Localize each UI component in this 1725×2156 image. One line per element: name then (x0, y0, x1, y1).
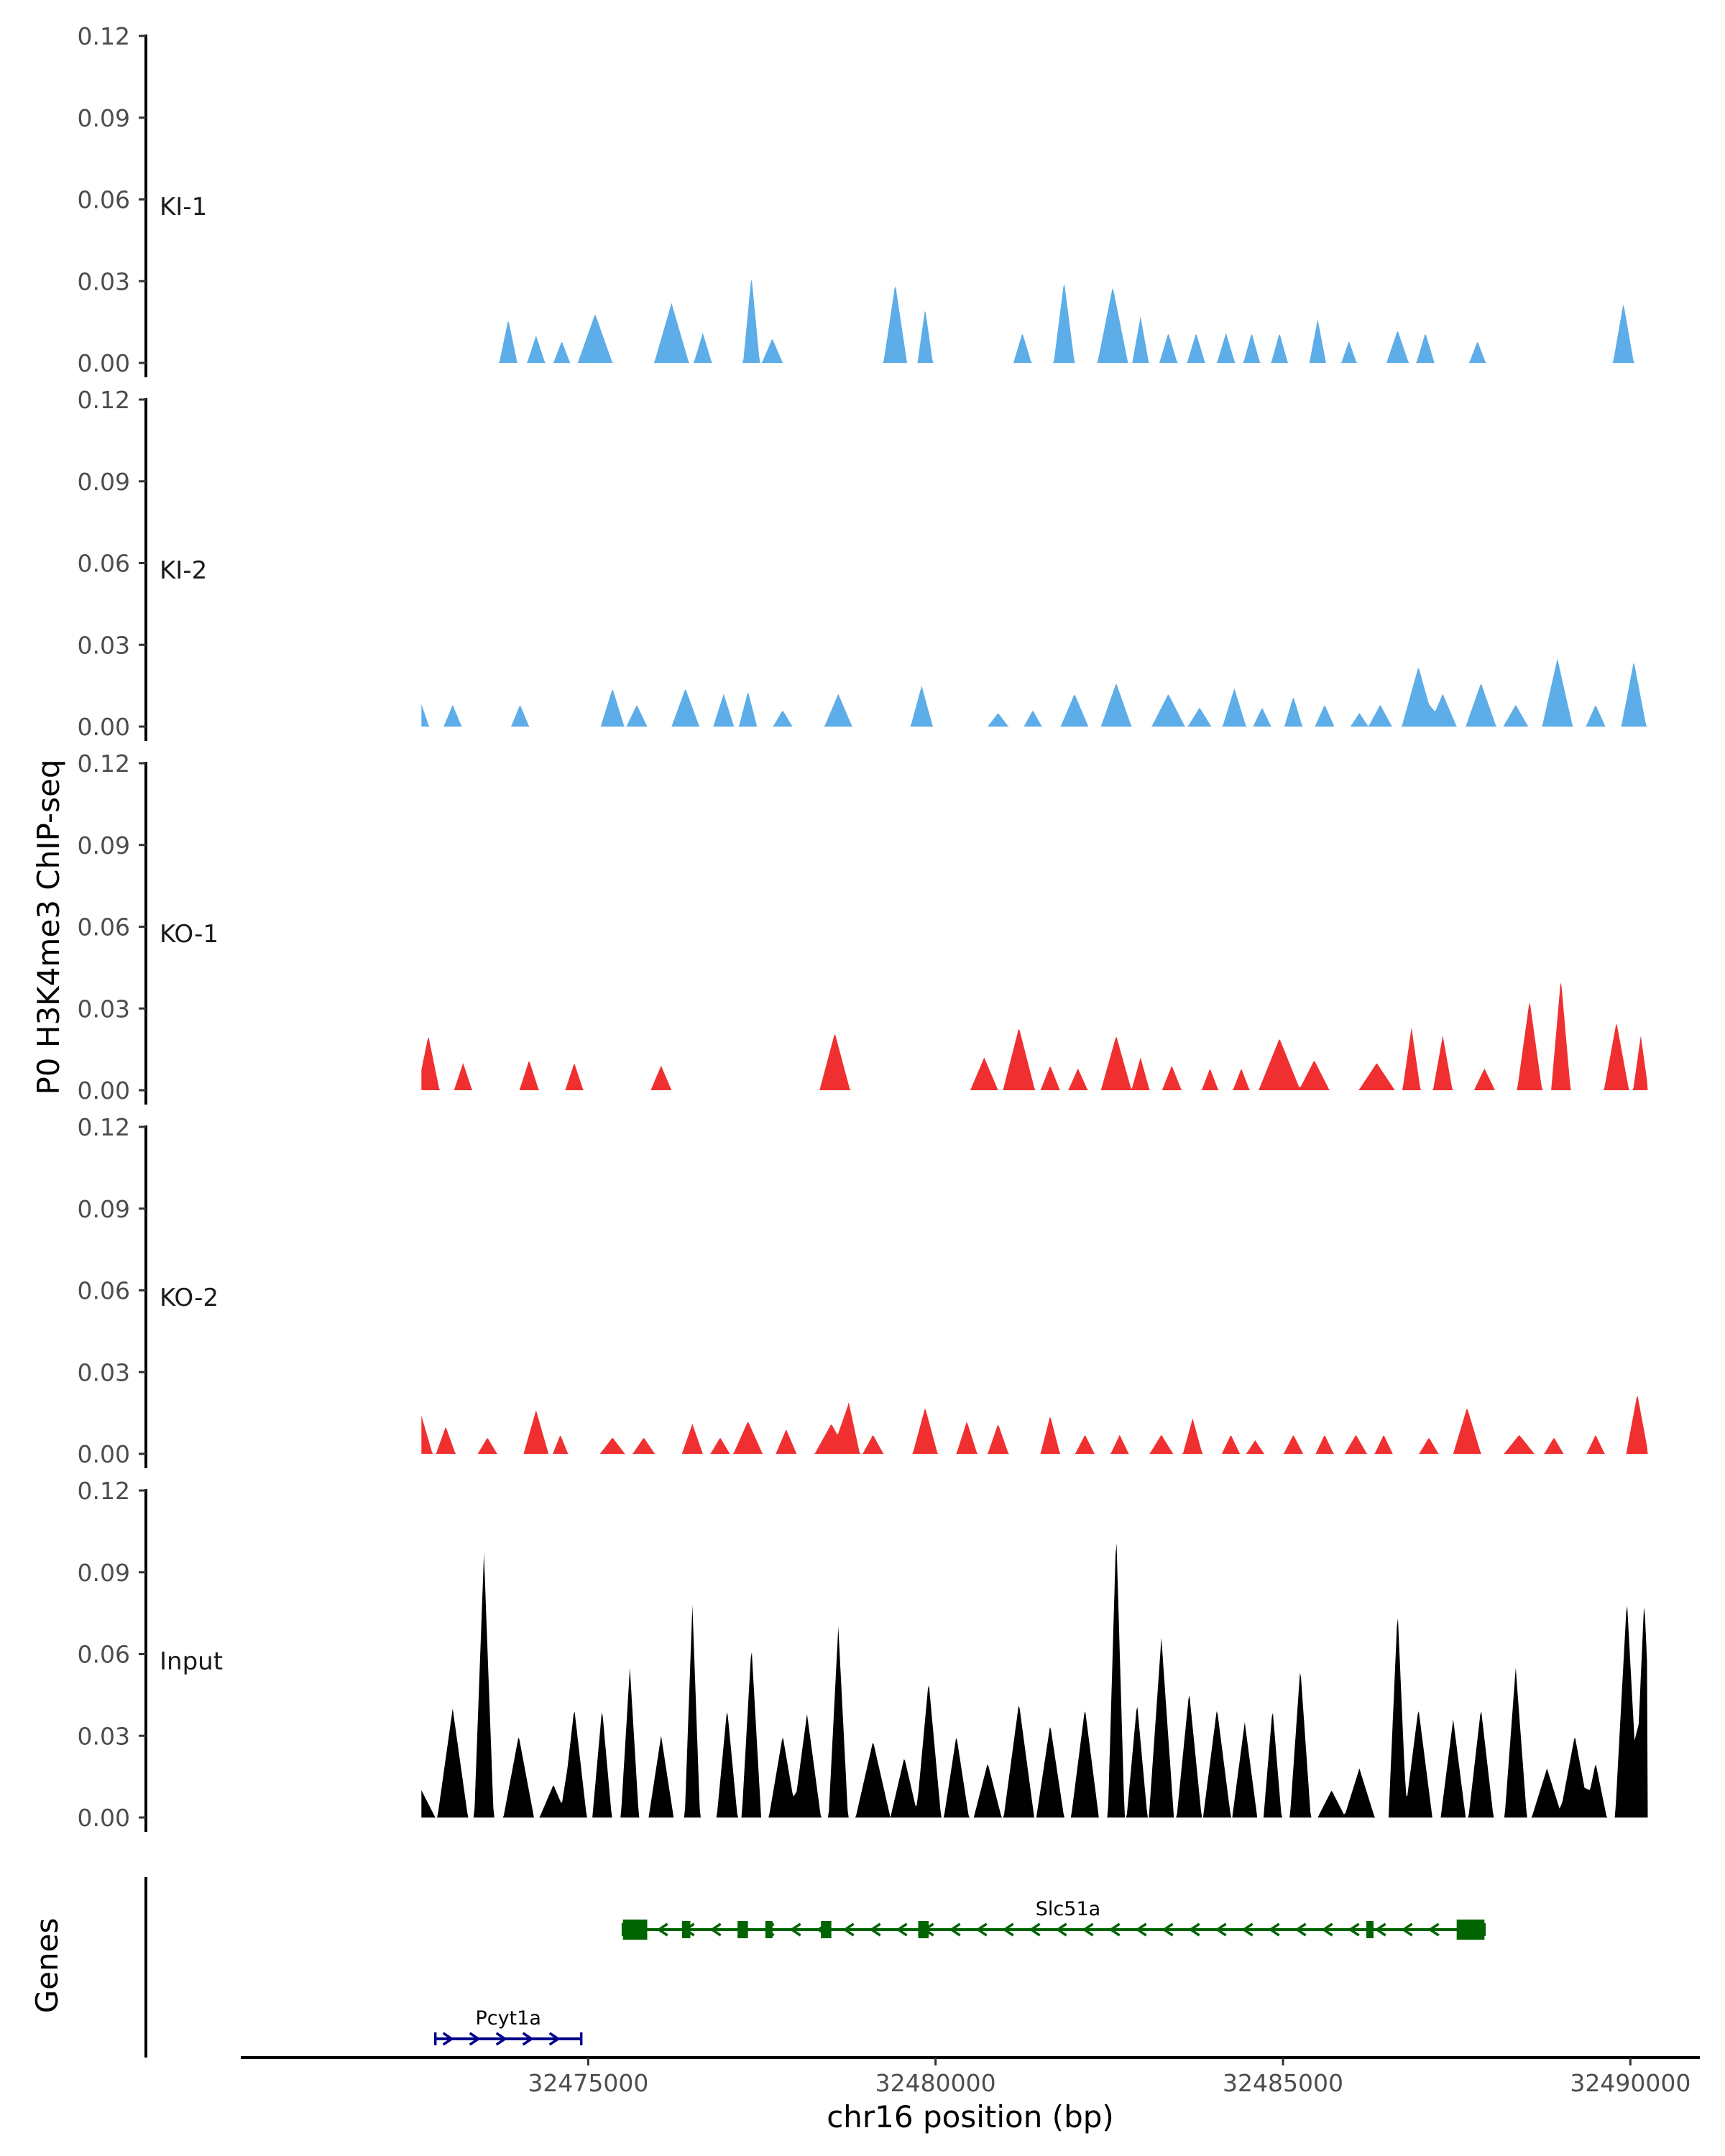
signal-area-input (421, 1543, 1648, 1818)
gene-label-slc51a: Slc51a (1036, 1898, 1100, 1920)
genes-panel: Genes Slc51a Pcyt1a 32475000 32480000 32485… (29, 1877, 1700, 2134)
signal-area-ki-1 (421, 279, 1648, 363)
exon-slc51a-7 (1456, 1920, 1485, 1940)
y-tick-label-input-3: 0.09 (78, 1559, 130, 1587)
gene-chevron-slc51a-6 (789, 1922, 801, 1937)
gene-chevron-pcyt1a-0 (442, 2032, 454, 2046)
y-tick-label-ki-2-1: 0.03 (78, 631, 130, 659)
gene-chevron-slc51a-24 (1268, 1922, 1280, 1937)
y-tick-label-ko-1-2: 0.06 (78, 913, 130, 941)
y-tick-label-ki-1-0: 0.00 (78, 349, 130, 377)
gene-chevron-slc51a-23 (1241, 1922, 1254, 1937)
gene-slc51a: Slc51a (621, 1898, 1486, 1940)
y-tick-label-ko-1-1: 0.03 (78, 995, 130, 1023)
gene-chevron-slc51a-25 (1294, 1922, 1307, 1937)
gene-chevron-pcyt1a-1 (469, 2032, 481, 2046)
gene-chevron-slc51a-26 (1321, 1922, 1333, 1937)
y-tick-label-ki-2-3: 0.09 (78, 468, 130, 496)
y-tick-label-ko-2-2: 0.06 (78, 1277, 130, 1305)
track-ko-1: 0.00 0.03 0.06 0.09 0.12 KO-1 (78, 750, 1648, 1105)
genes-axis-title: Genes (29, 1918, 65, 2014)
y-tick-label-input-2: 0.06 (78, 1641, 130, 1669)
y-tick-label-input-1: 0.03 (78, 1722, 130, 1750)
y-tick-label-ko-2-3: 0.09 (78, 1195, 130, 1223)
gene-chevron-slc51a-18 (1108, 1922, 1121, 1937)
gene-chevron-slc51a-27 (1348, 1922, 1360, 1937)
gene-chevron-pcyt1a-4 (548, 2032, 561, 2046)
gene-chevron-slc51a-16 (1055, 1922, 1067, 1937)
track-ki-2: 0.00 0.03 0.06 0.09 0.12 KI-2 (78, 386, 1648, 741)
signal-area-ko-1 (421, 982, 1648, 1090)
gene-chevron-pcyt1a-3 (522, 2032, 534, 2046)
y-tick-label-ki-1-1: 0.03 (78, 267, 130, 295)
gene-chevron-slc51a-3 (709, 1922, 722, 1937)
x-tick-label-0: 32475000 (528, 2069, 648, 2097)
y-axis-title: P0 H3K4me3 ChIP-seq (31, 759, 66, 1095)
track-ki-1: 0.00 0.03 0.06 0.09 0.12 KI-1 (78, 22, 1648, 377)
y-tick-label-ko-1-3: 0.09 (78, 831, 130, 860)
y-tick-label-ko-1-4: 0.12 (78, 750, 130, 778)
y-tick-label-ki-1-3: 0.09 (78, 104, 130, 132)
track-label-ko-2: KO-2 (160, 1284, 218, 1312)
gene-chevron-slc51a-20 (1162, 1922, 1174, 1937)
x-tick-label-2: 32485000 (1223, 2069, 1343, 2097)
exon-slc51a-4 (821, 1921, 832, 1938)
gene-chevron-slc51a-19 (1135, 1922, 1147, 1937)
y-tick-label-ki-1-4: 0.12 (78, 22, 130, 50)
y-tick-label-ko-2-1: 0.03 (78, 1358, 130, 1386)
gene-chevron-slc51a-10 (896, 1922, 908, 1937)
gene-chevron-slc51a-30 (1427, 1922, 1440, 1937)
exon-slc51a-2 (737, 1921, 748, 1938)
x-axis-ticks: 32475000 32480000 32485000 32490000 (528, 2058, 1690, 2097)
gene-chevron-slc51a-17 (1082, 1922, 1094, 1937)
signal-tracks: 0.00 0.03 0.06 0.09 0.12 KI-1 0.00 0.03 0.06 0.09… (78, 22, 1648, 1832)
gene-chevron-slc51a-15 (1029, 1922, 1041, 1937)
y-tick-label-ki-2-0: 0.00 (78, 713, 130, 741)
track-input: 0.00 0.03 0.06 0.09 0.12 Input (78, 1477, 1648, 1832)
gene-chevron-slc51a-1 (656, 1922, 668, 1937)
signal-area-ko-2 (421, 1396, 1648, 1454)
y-tick-label-ko-2-0: 0.00 (78, 1440, 130, 1468)
track-label-ki-2: KI-2 (160, 556, 207, 585)
track-label-input: Input (160, 1647, 223, 1676)
gene-chevron-slc51a-12 (949, 1922, 961, 1937)
gene-chevron-pcyt1a-2 (495, 2032, 507, 2046)
y-tick-label-ki-2-2: 0.06 (78, 550, 130, 578)
track-ko-2: 0.00 0.03 0.06 0.09 0.12 KO-2 (78, 1113, 1648, 1468)
gene-chevron-slc51a-21 (1188, 1922, 1200, 1937)
gene-chevron-slc51a-28 (1374, 1922, 1386, 1937)
signal-area-ki-2 (421, 658, 1648, 727)
gene-chevron-slc51a-13 (975, 1922, 988, 1937)
exon-slc51a-6 (1366, 1921, 1374, 1938)
x-axis-title: chr16 position (bp) (827, 2099, 1114, 2134)
exon-slc51a-1 (681, 1921, 691, 1938)
gene-chevron-slc51a-9 (869, 1922, 881, 1937)
gene-pcyt1a: Pcyt1a (433, 2007, 583, 2046)
x-tick-label-3: 32490000 (1570, 2069, 1690, 2097)
gene-chevron-slc51a-8 (842, 1922, 855, 1937)
y-tick-label-ki-1-2: 0.06 (78, 186, 130, 214)
y-tick-label-input-4: 0.12 (78, 1477, 130, 1505)
gene-chevron-slc51a-29 (1401, 1922, 1413, 1937)
y-tick-label-ki-2-4: 0.12 (78, 386, 130, 414)
exon-slc51a-5 (918, 1921, 929, 1938)
y-tick-label-input-0: 0.00 (78, 1804, 130, 1832)
gene-label-pcyt1a: Pcyt1a (475, 2007, 540, 2030)
track-label-ki-1: KI-1 (160, 193, 207, 221)
gene-chevron-slc51a-22 (1215, 1922, 1227, 1937)
x-tick-label-1: 32480000 (875, 2069, 996, 2097)
y-tick-label-ko-2-4: 0.12 (78, 1113, 130, 1141)
gene-models: Slc51a Pcyt1a (433, 1898, 1486, 2046)
exon-slc51a-0 (622, 1920, 648, 1940)
exon-slc51a-3 (765, 1921, 773, 1938)
y-tick-label-ko-1-0: 0.00 (78, 1077, 130, 1105)
track-label-ko-1: KO-1 (160, 920, 218, 949)
gene-chevron-slc51a-14 (1002, 1922, 1014, 1937)
